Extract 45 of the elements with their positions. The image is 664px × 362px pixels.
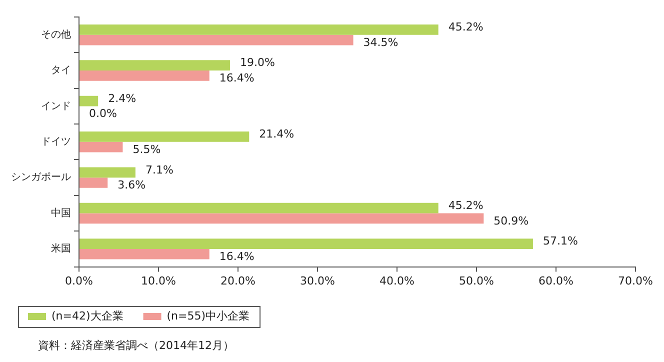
bar <box>80 60 230 71</box>
bar <box>80 142 123 152</box>
text: 資料：経済産業省調べ（2014年12月） <box>37 338 235 353</box>
data-label: 19.0% <box>240 56 276 70</box>
legend-label: (n=55)中小企業 <box>166 309 250 322</box>
data-label: 5.5% <box>132 142 161 156</box>
data-label: 50.9% <box>494 214 529 228</box>
y-tick-label: 米国 <box>51 242 71 255</box>
bar <box>80 70 210 81</box>
data-label: 34.5% <box>363 36 398 49</box>
data-label: 45.2% <box>448 20 484 34</box>
bar <box>80 202 438 214</box>
bar <box>80 178 108 188</box>
data-label: 57.1% <box>542 234 578 248</box>
y-tick-label: ドイツ <box>41 136 71 148</box>
x-tick-label: 50.0% <box>459 274 494 288</box>
y-tick-label: その他 <box>41 28 71 40</box>
x-tick-label: 20.0% <box>220 274 256 288</box>
data-label: 2.4% <box>108 92 136 105</box>
data-label: 0.0% <box>89 107 117 120</box>
y-tick-label: インド <box>41 100 71 112</box>
data-label: 3.6% <box>118 178 146 192</box>
data-label: 7.1% <box>145 163 174 176</box>
bar <box>80 167 136 178</box>
y-tick-label: シンガポール <box>11 172 71 184</box>
bar <box>80 34 354 46</box>
bar <box>80 238 533 249</box>
bar <box>80 248 210 260</box>
data-label: 16.4% <box>219 250 254 263</box>
legend-label: (n=42)大企業 <box>52 309 124 322</box>
y-tick-label: タイ <box>51 65 71 76</box>
y-tick-label: 中国 <box>51 206 71 219</box>
x-tick-label: 60.0% <box>538 274 574 288</box>
x-tick-label: 70.0% <box>618 274 654 288</box>
bar <box>80 132 250 142</box>
bar <box>80 24 438 35</box>
x-tick-label: 40.0% <box>380 274 414 288</box>
bar <box>80 96 98 106</box>
data-label: 45.2% <box>448 198 484 212</box>
bar <box>80 213 484 224</box>
x-tick-label: 10.0% <box>141 274 176 288</box>
data-label: 21.4% <box>259 128 294 141</box>
x-tick-label: 0.0% <box>65 274 93 288</box>
data-label: 16.4% <box>219 72 254 85</box>
x-tick-label: 30.0% <box>300 274 335 288</box>
